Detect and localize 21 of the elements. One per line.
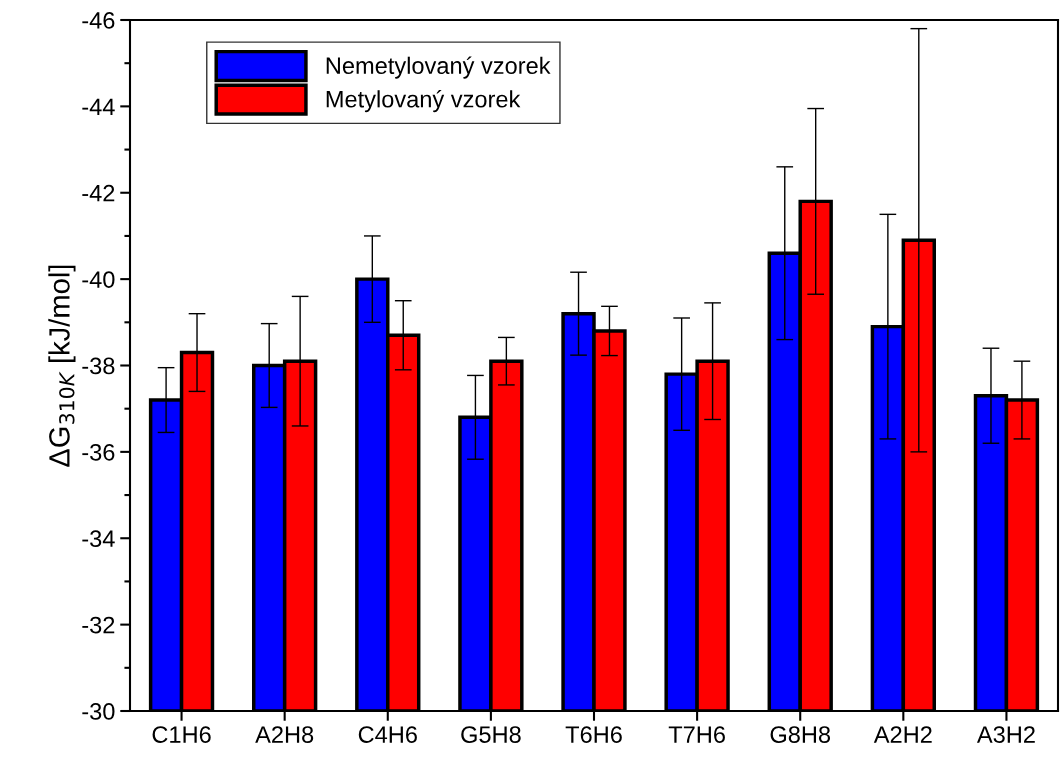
y-tick-label: -34: [82, 530, 115, 548]
legend-label: Metylovaný vzorek: [326, 89, 521, 113]
y-tick-label: -30: [82, 703, 115, 720]
x-tick-label: G8H8: [770, 726, 831, 743]
x-tick-label: G5H8: [461, 726, 521, 743]
x-tick-label: C1H6: [152, 726, 211, 743]
y-tick-label: -44: [82, 98, 115, 115]
x-tick-label: A2H2: [873, 726, 932, 743]
x-tick-label: T6H6: [565, 726, 622, 743]
x-tick-label: A2H8: [255, 726, 314, 743]
y-tick-label: -42: [82, 184, 115, 202]
y-tick-label: -36: [82, 443, 115, 461]
y-tick-label: -46: [82, 12, 115, 29]
x-tick-label: T7H6: [668, 726, 725, 743]
x-tick-label: C4H6: [358, 726, 417, 743]
y-axis-title: ΔG$_{310K}$ [kJ/mol]: [48, 265, 76, 467]
y-tick-label: -38: [82, 357, 115, 375]
legend-label: Nemetylovaný vzorek: [326, 56, 551, 79]
x-tick-label: A3H2: [976, 726, 1035, 743]
y-tick-label: -32: [82, 616, 115, 634]
y-tick-label: -40: [82, 271, 115, 288]
